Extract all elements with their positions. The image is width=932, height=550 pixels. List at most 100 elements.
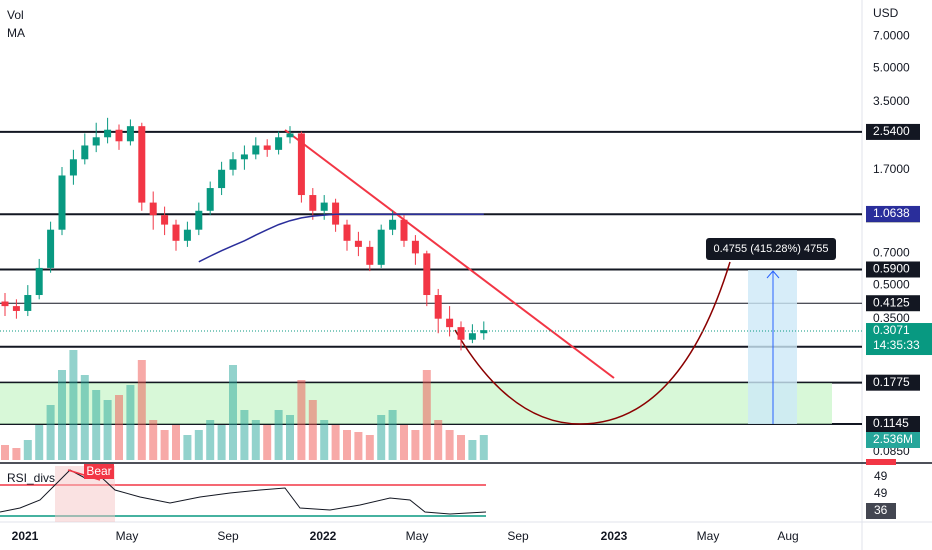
rsi-value: 49 xyxy=(874,486,888,500)
volume-bar xyxy=(411,430,420,460)
volume-bar xyxy=(115,395,123,460)
volume-bar xyxy=(343,430,351,460)
x-tick-label: 2022 xyxy=(310,529,337,543)
y-tick-label: 3.5000 xyxy=(873,94,910,108)
candle-body xyxy=(286,133,294,138)
level-label: 0.1145 xyxy=(873,416,909,430)
volume-bar xyxy=(229,365,237,460)
volume-bar xyxy=(354,432,363,460)
volume-bar xyxy=(103,400,112,460)
candle-body xyxy=(354,240,362,247)
volume-bar xyxy=(183,435,192,460)
level-label: 2.5400 xyxy=(873,124,910,138)
currency: USD xyxy=(873,6,899,20)
candle-body xyxy=(206,188,214,211)
ma-tag xyxy=(866,205,920,222)
candle-body xyxy=(12,306,20,311)
level-label: 0.4125 xyxy=(873,295,910,309)
ma-line xyxy=(198,213,484,263)
y-tick-label: 0.5000 xyxy=(873,277,910,291)
candle-body xyxy=(343,224,351,241)
candle-body xyxy=(92,137,100,146)
measure-box xyxy=(706,238,836,260)
volume-bar xyxy=(377,415,386,460)
x-tick-label: 2021 xyxy=(12,529,39,543)
candle-body xyxy=(240,154,248,160)
ma-label: 1.0638 xyxy=(873,206,910,220)
candle-body xyxy=(297,133,305,196)
trend-line xyxy=(284,129,615,379)
zone xyxy=(0,383,832,424)
volume-bar xyxy=(23,440,32,460)
candle-body xyxy=(183,229,191,241)
volume-bar xyxy=(274,410,283,460)
candle-body xyxy=(389,219,397,230)
x-tick-label: Sep xyxy=(217,529,239,543)
volume-bar xyxy=(263,425,272,460)
volume-label: 2.536M xyxy=(873,432,913,446)
marker xyxy=(866,459,896,465)
x-tick-label: May xyxy=(697,529,720,543)
volume-bar xyxy=(69,350,78,460)
candle-body xyxy=(468,333,476,340)
candle-body xyxy=(434,295,442,319)
volume-bar xyxy=(46,405,55,460)
volume-bar xyxy=(365,435,374,460)
last-price-tag xyxy=(866,323,932,356)
volume-bar xyxy=(445,430,454,460)
candle-body xyxy=(104,129,112,138)
candle-body xyxy=(115,129,123,142)
x-tick-label: Aug xyxy=(777,529,798,543)
volume-bar xyxy=(479,435,488,460)
rsi-value: 36 xyxy=(874,503,888,517)
rsi-value: 49 xyxy=(874,469,888,483)
x-tick-label: May xyxy=(116,529,139,543)
volume-bar xyxy=(320,420,329,460)
volume-bar xyxy=(92,390,101,460)
volume-bar xyxy=(149,420,158,460)
candle-body xyxy=(400,219,408,241)
level-label: 0.1775 xyxy=(873,375,910,389)
level-tag xyxy=(866,295,920,312)
volume-bar xyxy=(137,360,146,460)
candle-body xyxy=(24,295,32,311)
candle-body xyxy=(81,145,89,160)
volume-bar xyxy=(35,425,44,460)
volume-bar xyxy=(308,400,317,460)
volume-bar xyxy=(206,420,215,460)
volume-bar xyxy=(217,425,226,460)
volume-bar xyxy=(297,380,306,460)
measure-label: 0.4755 (415.28%) 4755 xyxy=(714,243,829,255)
volume-bar xyxy=(12,448,21,460)
rsi-line xyxy=(0,469,487,515)
candle-body xyxy=(1,301,9,307)
volume-bar xyxy=(422,370,431,460)
bear-tag: Bear xyxy=(86,464,111,478)
y-tick-label: 7.0000 xyxy=(873,29,910,43)
x-tick-label: May xyxy=(406,529,429,543)
ma-label: MA xyxy=(7,26,25,40)
level-tag xyxy=(866,261,920,278)
volume-bar xyxy=(80,375,89,460)
candle-body xyxy=(366,246,374,265)
candle-body xyxy=(411,240,419,254)
y-tick-label: 5.0000 xyxy=(873,60,910,74)
level-tag xyxy=(866,123,920,140)
candle-body xyxy=(58,175,66,230)
y-tick-label: 0.3500 xyxy=(873,311,910,325)
volume-bar xyxy=(172,425,180,460)
rsi-value-bg xyxy=(866,503,896,519)
volume-bar xyxy=(126,385,135,460)
candle-body xyxy=(195,210,203,230)
candle-body xyxy=(126,126,134,142)
volume-bar xyxy=(457,435,465,460)
candle-body xyxy=(138,126,146,203)
volume-bar xyxy=(160,430,169,460)
volume-bar xyxy=(331,425,340,460)
volume-label: Vol xyxy=(7,8,24,22)
curve xyxy=(454,261,731,425)
volume-bar xyxy=(388,410,397,460)
y-tick-label: 0.7000 xyxy=(873,246,910,260)
candle-body xyxy=(218,169,226,189)
